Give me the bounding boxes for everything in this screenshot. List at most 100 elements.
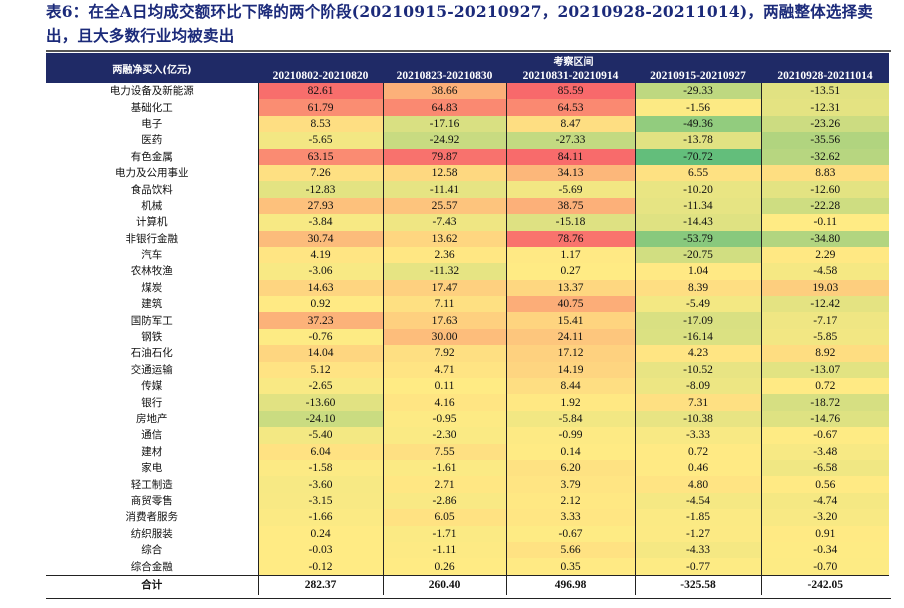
- total-row: 合计 282.37 260.40 496.98 -325.58 -242.05: [46, 574, 889, 595]
- table-row: 农林牧渔 -3.06 -11.32 0.27 1.04 -4.58: [46, 263, 889, 280]
- value-cell: -2.30: [383, 427, 507, 444]
- value-cell: 14.19: [506, 361, 636, 379]
- value-cell: -3.15: [258, 492, 384, 510]
- value-cell: -20.75: [635, 246, 762, 264]
- table-row: 轻工制造 -3.60 2.71 3.79 4.80 0.56: [46, 476, 889, 493]
- value-cell: -0.99: [506, 427, 636, 444]
- value-cell: 38.66: [383, 83, 507, 100]
- value-cell: -5.49: [635, 296, 762, 313]
- table-row: 传媒 -2.65 0.11 8.44 -8.09 0.72: [46, 378, 889, 395]
- table-row: 食品饮料 -12.83 -11.41 -5.69 -10.20 -12.60: [46, 181, 889, 198]
- value-cell: 17.47: [383, 279, 507, 297]
- value-cell: -32.62: [761, 148, 889, 165]
- industry-name: 基础化工: [46, 99, 259, 116]
- industry-name: 医药: [46, 132, 259, 149]
- industry-name: 商贸零售: [46, 492, 259, 510]
- industry-name: 电力设备及新能源: [46, 83, 259, 100]
- value-cell: -7.43: [383, 214, 507, 231]
- industry-name: 综合: [46, 541, 259, 559]
- bottom-divider: [46, 598, 891, 599]
- table-row: 钢铁 -0.76 30.00 24.11 -16.14 -5.85: [46, 328, 889, 346]
- table-row: 电子 8.53 -17.16 8.47 -49.36 -23.26: [46, 115, 889, 133]
- industry-name: 国防军工: [46, 312, 259, 329]
- value-cell: -2.86: [383, 492, 507, 510]
- table-row: 基础化工 61.79 64.83 64.53 -1.56 -12.31: [46, 99, 889, 116]
- value-cell: -11.41: [383, 181, 507, 198]
- value-cell: 7.55: [383, 443, 507, 460]
- industry-name: 汽车: [46, 246, 259, 264]
- value-cell: 0.92: [258, 296, 384, 313]
- table-row: 汽车 4.19 2.36 1.17 -20.75 2.29: [46, 246, 889, 264]
- value-cell: 4.71: [383, 361, 507, 379]
- value-cell: -3.06: [258, 263, 384, 280]
- value-cell: 0.72: [761, 378, 889, 395]
- value-cell: 8.44: [506, 378, 636, 395]
- value-cell: -7.17: [761, 312, 889, 329]
- value-cell: 24.11: [506, 328, 636, 346]
- value-cell: 0.56: [761, 476, 889, 493]
- total-value: -242.05: [761, 574, 889, 595]
- value-cell: -0.76: [258, 328, 384, 346]
- table-row: 医药 -5.65 -24.92 -27.33 -13.78 -35.56: [46, 132, 889, 149]
- industry-name: 农林牧渔: [46, 263, 259, 280]
- value-cell: -15.18: [506, 214, 636, 231]
- value-cell: -70.72: [635, 148, 762, 165]
- value-cell: 2.12: [506, 492, 636, 510]
- table-row: 建材 6.04 7.55 0.14 0.72 -3.48: [46, 443, 889, 460]
- value-cell: 85.59: [506, 83, 636, 100]
- value-cell: -34.80: [761, 230, 889, 247]
- value-cell: -2.65: [258, 378, 384, 395]
- value-cell: -0.70: [761, 558, 889, 576]
- value-cell: 7.92: [383, 345, 507, 362]
- value-cell: 4.80: [635, 476, 762, 493]
- value-cell: 8.47: [506, 115, 636, 133]
- value-cell: 7.11: [383, 296, 507, 313]
- value-cell: -53.79: [635, 230, 762, 247]
- value-cell: -12.31: [761, 99, 889, 116]
- value-cell: 2.71: [383, 476, 507, 493]
- value-cell: -1.11: [383, 541, 507, 559]
- value-cell: 8.39: [635, 279, 762, 297]
- column-header: 20210831-20210914: [506, 68, 635, 83]
- table-row: 家电 -1.58 -1.61 6.20 0.46 -6.58: [46, 459, 889, 477]
- value-cell: 38.75: [506, 197, 636, 215]
- value-cell: 17.63: [383, 312, 507, 329]
- industry-name: 电子: [46, 115, 259, 133]
- table-row: 纺织服装 0.24 -1.71 -0.67 -1.27 0.91: [46, 525, 889, 542]
- industry-name: 机械: [46, 197, 259, 215]
- value-cell: -8.09: [635, 378, 762, 395]
- value-cell: 0.26: [383, 558, 507, 576]
- value-cell: -5.69: [506, 181, 636, 198]
- table-row: 电力设备及新能源 82.61 38.66 85.59 -29.33 -13.51: [46, 83, 889, 100]
- table-row: 煤炭 14.63 17.47 13.37 8.39 19.03: [46, 279, 889, 297]
- value-cell: -5.65: [258, 132, 384, 149]
- value-cell: -12.60: [761, 181, 889, 198]
- value-cell: -1.58: [258, 459, 384, 477]
- table-row: 消费者服务 -1.66 6.05 3.33 -1.85 -3.20: [46, 509, 889, 526]
- table-row: 计算机 -3.84 -7.43 -15.18 -14.43 -0.11: [46, 214, 889, 231]
- value-cell: 64.83: [383, 99, 507, 116]
- value-cell: 6.20: [506, 459, 636, 477]
- value-cell: -6.58: [761, 459, 889, 477]
- total-value: -325.58: [635, 574, 762, 595]
- value-cell: 37.23: [258, 312, 384, 329]
- value-cell: -23.26: [761, 115, 889, 133]
- total-value: 260.40: [383, 574, 507, 595]
- value-cell: -0.11: [761, 214, 889, 231]
- value-cell: -4.74: [761, 492, 889, 510]
- value-cell: -13.51: [761, 83, 889, 100]
- value-cell: 0.14: [506, 443, 636, 460]
- industry-name: 计算机: [46, 214, 259, 231]
- value-cell: 64.53: [506, 99, 636, 116]
- industry-name: 建筑: [46, 296, 259, 313]
- value-cell: -3.60: [258, 476, 384, 493]
- value-cell: 4.23: [635, 345, 762, 362]
- table-row: 综合金融 -0.12 0.26 0.35 -0.77 -0.70: [46, 558, 889, 576]
- value-cell: -22.28: [761, 197, 889, 215]
- value-cell: -17.09: [635, 312, 762, 329]
- column-header: 20210802-20210820: [258, 68, 383, 83]
- table-row: 商贸零售 -3.15 -2.86 2.12 -4.54 -4.74: [46, 492, 889, 510]
- value-cell: 17.12: [506, 345, 636, 362]
- value-cell: -13.07: [761, 361, 889, 379]
- total-label: 合计: [46, 574, 259, 595]
